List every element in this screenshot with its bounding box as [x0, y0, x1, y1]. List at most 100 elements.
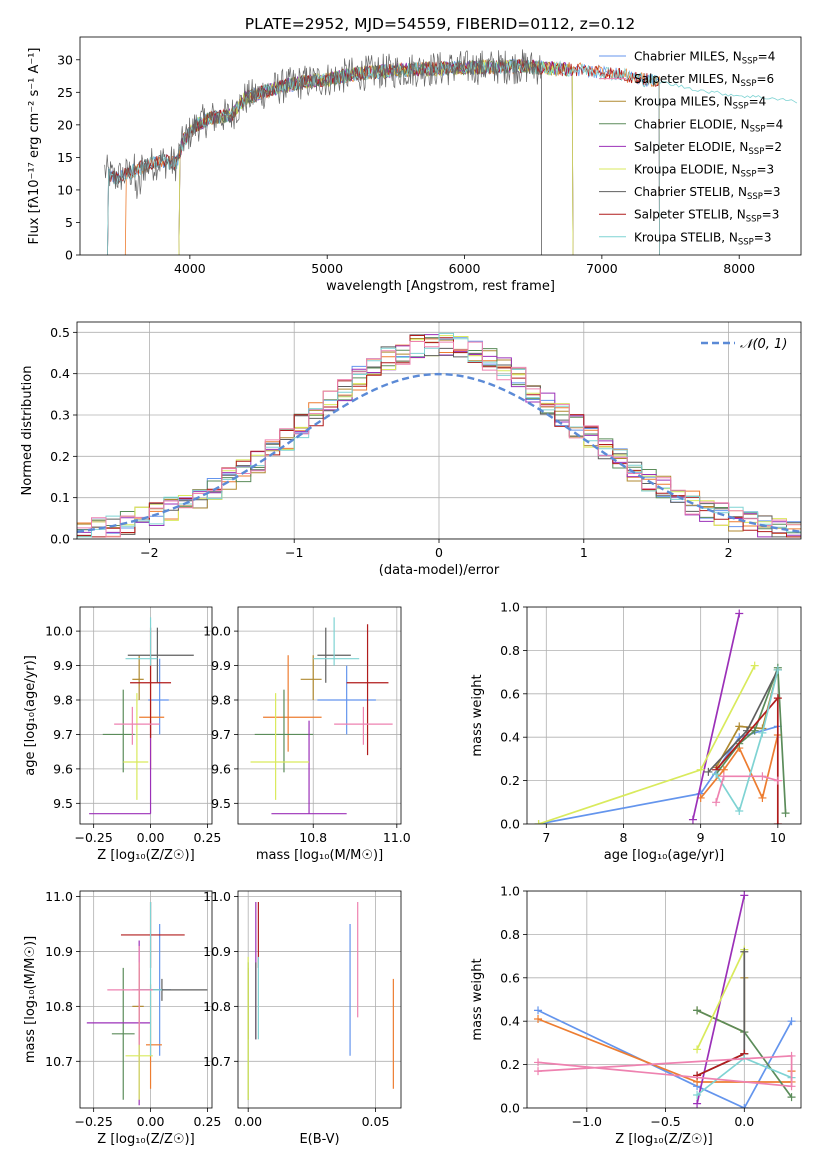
y-tick-label: 5 [65, 215, 73, 230]
y-tick-label: 10.0 [45, 624, 73, 639]
mass-weight-line [537, 1009, 793, 1108]
plus-marker [693, 1045, 702, 1054]
histogram-series [77, 332, 801, 538]
plus-marker [773, 665, 782, 674]
plus-marker [781, 809, 790, 818]
plus-marker [758, 772, 767, 781]
y-tick-label: 30 [57, 52, 73, 67]
model-spectrum-tail [659, 80, 798, 104]
x-tick-label: −2 [140, 545, 158, 560]
y-tick-label: 10.8 [45, 999, 73, 1014]
x-tick-label: 0.25 [194, 1114, 222, 1129]
observed-spectrum-line [104, 49, 542, 199]
mass-weight-line [715, 775, 779, 803]
mass-vs-metallicity-x-axis-label: Z [log₁₀(Z/Z☉)] [97, 1132, 194, 1147]
legend-entry: Salpeter ELODIE, NSSP=2 [634, 140, 782, 157]
y-tick-label: 11.0 [203, 889, 231, 904]
y-tick-label: 10.9 [45, 944, 73, 959]
mass-vs-metallicity-frame [79, 890, 213, 1109]
legend-entry: Salpeter STELIB, NSSP=3 [634, 208, 779, 225]
x-tick-label: 0.00 [137, 1114, 165, 1129]
mass-vs-metallicity-y-axis-label: mass [log₁₀(M/M☉)] [23, 936, 38, 1063]
plus-marker [534, 1067, 543, 1076]
plus-marker [750, 661, 759, 670]
x-tick-label: 0.00 [137, 830, 165, 845]
plus-marker [787, 1017, 796, 1026]
y-tick-label: 1.0 [500, 600, 520, 615]
mass-weight-line [715, 669, 779, 814]
plus-marker [740, 1104, 749, 1108]
model-spectrum-line [107, 59, 542, 255]
y-tick-label: 10.7 [203, 1054, 231, 1069]
x-tick-label: 2 [725, 545, 733, 560]
x-tick-label: 7 [542, 830, 550, 845]
model-spectrum-line [178, 59, 574, 255]
y-tick-label: 20 [57, 117, 73, 132]
y-tick-label: 1.0 [500, 884, 520, 899]
plus-marker [773, 820, 782, 824]
mass-weight-vs-age-x-axis-label: age [log₁₀(age/yr)] [604, 848, 725, 863]
plus-marker [704, 767, 713, 776]
mass-weight-line [696, 1053, 745, 1077]
spectrum-x-axis-label: wavelength [Angstrom, rest frame] [326, 279, 555, 294]
y-tick-label: 0.8 [500, 643, 520, 658]
x-tick-label: 0.25 [194, 830, 222, 845]
y-tick-label: 0.0 [50, 532, 70, 547]
spectrum-y-axis-label: Flux [fλ10⁻¹⁷ erg cm⁻² s⁻¹ A⁻¹] [27, 48, 42, 245]
plus-marker [693, 1090, 702, 1099]
plus-marker [735, 609, 744, 618]
normal-curve [77, 372, 801, 533]
mass-weight-vs-metallicity-frame [526, 890, 802, 1109]
y-tick-label: 0.3 [50, 408, 70, 423]
y-tick-label: 9.9 [211, 658, 231, 673]
y-tick-label: 15 [57, 150, 73, 165]
plus-marker [740, 947, 749, 956]
residual-histogram-y-axis-label: Normed distribution [20, 366, 35, 496]
plus-marker [712, 770, 721, 779]
legend-entry: Kroupa STELIB, NSSP=3 [634, 230, 772, 247]
mass-weight-line [692, 613, 741, 820]
x-tick-label: −0.25 [74, 830, 112, 845]
y-tick-label: 0.0 [500, 817, 520, 832]
plus-marker [735, 806, 744, 815]
y-tick-label: 10.0 [203, 624, 231, 639]
age-vs-metallicity-y-axis-label: age [log₁₀(age/yr)] [23, 655, 38, 776]
plus-marker [693, 1099, 702, 1108]
y-tick-label: 0.0 [500, 1101, 520, 1116]
x-tick-label: 7000 [586, 261, 618, 276]
model-spectrum-line [178, 58, 574, 255]
histogram-series [77, 341, 801, 538]
y-tick-label: 0 [65, 248, 73, 263]
mass-vs-extinction-x-axis-label: E(B-V) [299, 1132, 339, 1147]
spectrum-frame [79, 36, 802, 256]
histogram-series [77, 334, 801, 538]
plus-marker [750, 726, 759, 735]
x-tick-label: 11.0 [383, 830, 411, 845]
y-tick-label: 0.6 [500, 970, 520, 985]
plus-marker [712, 798, 721, 807]
y-tick-label: 0.8 [500, 927, 520, 942]
y-tick-label: 0.2 [500, 1057, 520, 1072]
plus-marker [773, 694, 782, 703]
mass-weight-line [696, 949, 746, 1050]
mass-weight-vs-metallicity-x-axis-label: Z [log₁₀(Z/Z☉)] [615, 1132, 712, 1147]
y-tick-label: 9.9 [53, 658, 73, 673]
legend-entry: Salpeter MILES, NSSP=6 [634, 72, 774, 89]
y-tick-label: 0.4 [500, 1014, 520, 1029]
model-spectrum-line [107, 59, 660, 255]
x-tick-label: 10.8 [299, 830, 327, 845]
plus-marker [740, 891, 749, 900]
mass-weight-vs-metallicity-y-axis-label: mass weight [470, 958, 485, 1040]
x-tick-label: 1 [580, 545, 588, 560]
mass-weight-vs-metallicity-plot-area [527, 891, 801, 1108]
mass-weight-vs-age-plot-area [527, 607, 801, 824]
y-tick-label: 11.0 [45, 889, 73, 904]
legend-entry: Chabrier MILES, NSSP=4 [634, 50, 775, 67]
y-tick-label: 0.4 [500, 730, 520, 745]
spectrum-plot-area [104, 49, 798, 255]
y-tick-label: 9.8 [211, 693, 231, 708]
plus-marker [534, 1006, 543, 1015]
legend-entry: Kroupa ELODIE, NSSP=3 [634, 163, 774, 180]
y-tick-label: 0.1 [50, 490, 70, 505]
